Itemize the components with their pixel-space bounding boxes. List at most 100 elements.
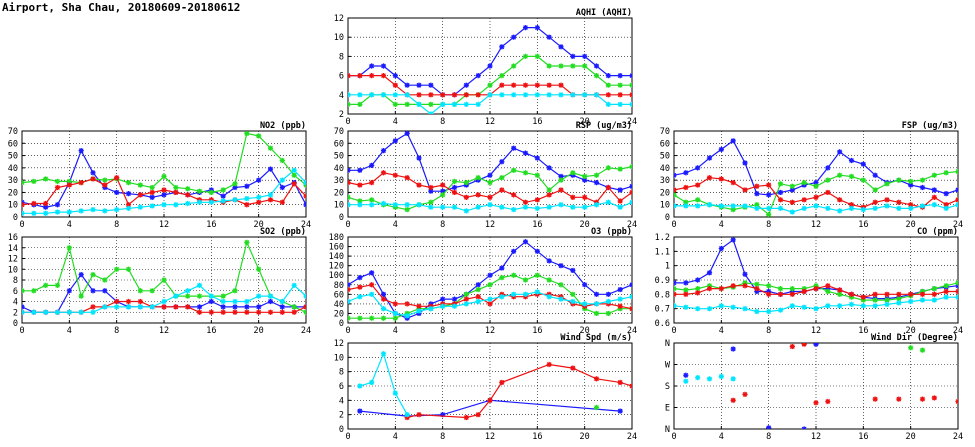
data-point xyxy=(78,309,84,315)
data-point xyxy=(416,92,422,98)
data-point xyxy=(674,286,677,292)
data-point xyxy=(766,211,772,217)
y-tick-label: 6 xyxy=(13,287,18,297)
data-point xyxy=(629,282,632,288)
data-point xyxy=(102,277,108,283)
data-point xyxy=(742,160,748,166)
data-point xyxy=(617,187,623,193)
x-tick-label: 16 xyxy=(532,432,542,442)
data-point xyxy=(499,187,505,193)
data-point xyxy=(416,155,422,161)
data-point xyxy=(582,177,588,183)
data-point xyxy=(730,304,736,310)
data-point xyxy=(291,181,297,187)
y-tick-label: 1.1 xyxy=(655,247,670,257)
series-day4 xyxy=(348,289,632,319)
data-point xyxy=(220,298,226,305)
data-point xyxy=(357,275,363,281)
data-point xyxy=(463,301,469,307)
y-tick-label: 20 xyxy=(334,309,344,319)
data-point xyxy=(291,282,297,288)
data-point xyxy=(416,101,422,107)
data-point xyxy=(884,297,890,303)
data-point xyxy=(487,172,493,178)
data-point xyxy=(196,199,203,205)
data-point xyxy=(244,195,250,202)
data-point xyxy=(754,286,760,292)
chart-co: 0 4 8 12 16 20 24 0.6 0.7 0.8 0.9 1 1.1 1.2 CO (ppm) xyxy=(655,227,963,336)
data-point xyxy=(872,291,878,297)
data-point xyxy=(125,191,132,197)
data-point xyxy=(534,155,540,161)
data-point xyxy=(511,34,517,40)
y-tick-label: 2 xyxy=(339,110,344,120)
data-point xyxy=(522,82,529,88)
chart-wdir: 0 4 8 12 16 20 24 N E S W N Wind Dir (Degree) xyxy=(665,332,963,442)
data-point xyxy=(54,202,61,208)
data-point xyxy=(931,194,937,200)
data-point xyxy=(931,291,937,297)
data-point xyxy=(31,288,37,294)
data-point xyxy=(392,202,398,208)
data-point xyxy=(196,309,203,315)
data-point xyxy=(617,379,623,386)
x-tick-label: 0 xyxy=(671,432,676,442)
data-point xyxy=(173,304,179,310)
x-tick-label: 4 xyxy=(67,220,72,230)
data-point xyxy=(943,288,949,295)
data-point xyxy=(931,297,937,303)
series-day4 xyxy=(22,167,306,216)
chart-title: Wind Spd (m/s) xyxy=(560,332,632,343)
data-point xyxy=(546,34,552,40)
data-point xyxy=(348,315,351,321)
data-point xyxy=(291,172,297,178)
data-point xyxy=(428,92,434,98)
data-point xyxy=(232,184,238,191)
data-point xyxy=(380,148,387,154)
data-point xyxy=(801,426,807,429)
chart-title: O3 (ppb) xyxy=(591,227,632,237)
data-point xyxy=(279,157,285,164)
y-tick-label: N xyxy=(665,339,670,349)
data-point xyxy=(742,187,748,193)
data-point xyxy=(137,192,143,198)
data-point xyxy=(369,202,375,208)
data-point xyxy=(955,197,958,203)
x-tick-label: 4 xyxy=(393,432,398,442)
x-tick-label: 12 xyxy=(485,220,495,230)
y-tick-label: 30 xyxy=(334,176,344,186)
data-point xyxy=(695,165,701,171)
data-point xyxy=(511,291,517,297)
data-point xyxy=(695,306,701,312)
data-point xyxy=(244,183,250,189)
data-point xyxy=(149,184,155,191)
data-point xyxy=(487,296,493,302)
y-tick-label: 4 xyxy=(13,298,18,308)
data-point xyxy=(161,173,167,180)
y-tick-label: 0 xyxy=(339,319,344,329)
data-point xyxy=(522,92,529,98)
series-day4 xyxy=(674,294,958,315)
x-tick-label: 24 xyxy=(627,432,637,442)
x-tick-label: 20 xyxy=(254,326,264,336)
data-point xyxy=(570,170,576,176)
y-tick-label: 0.8 xyxy=(655,290,670,300)
y-tick-label: 40 xyxy=(334,300,344,310)
data-point xyxy=(570,194,576,200)
data-point xyxy=(185,304,191,310)
data-point xyxy=(173,189,179,196)
data-point xyxy=(279,199,285,205)
data-point xyxy=(392,310,398,317)
data-point xyxy=(54,282,61,288)
data-point xyxy=(522,291,529,297)
data-point xyxy=(558,173,564,180)
data-point xyxy=(546,63,552,69)
data-point xyxy=(416,303,422,309)
data-point xyxy=(837,291,843,297)
data-point xyxy=(683,184,689,191)
data-point xyxy=(730,346,736,352)
data-point xyxy=(404,82,410,88)
